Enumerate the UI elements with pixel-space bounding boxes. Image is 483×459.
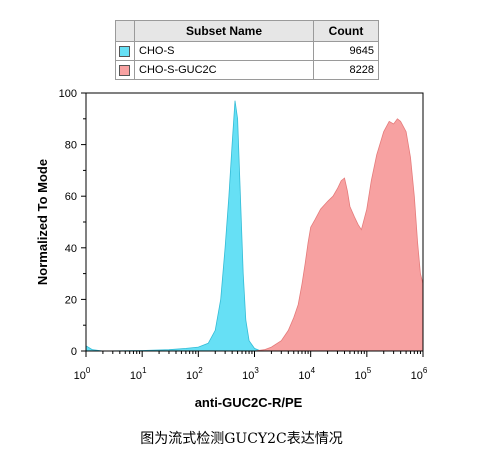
figure-caption: 图为流式检测GUCY2C表达情况: [140, 431, 343, 447]
x-tick-label: 104: [298, 366, 315, 382]
y-axis-label: Normalized To Mode: [35, 159, 50, 285]
legend-table: Subset Name Count CHO-S 9645 CHO-S-GUC2C…: [115, 20, 379, 80]
x-tick-label: 106: [411, 366, 428, 382]
x-axis-label: anti-GUC2C-R/PE: [195, 395, 303, 410]
axis-layer: 0 20 40 60 80 100 100 101 102 103 104 105 106: [59, 88, 428, 382]
y-tick-label: 60: [65, 191, 77, 203]
legend-swatch-cho-s: [119, 45, 130, 57]
y-tick-label: 40: [65, 243, 77, 255]
series-layer: [85, 100, 424, 352]
legend-row: CHO-S-GUC2C 8228: [115, 60, 379, 80]
y-tick-label: 80: [65, 140, 77, 152]
x-tick-label: 101: [130, 366, 147, 382]
series-area-cho-s: [85, 100, 262, 352]
legend-name: CHO-S-GUC2C: [134, 60, 314, 80]
x-tick-label: 102: [186, 366, 203, 382]
y-tick-label: 20: [65, 294, 77, 306]
series-area-cho-s-guc2c: [254, 118, 424, 352]
legend-swatch-cho-s-guc2c: [119, 64, 130, 76]
legend-count: 8228: [313, 60, 379, 80]
x-tick-label: 100: [74, 366, 91, 382]
y-tick-label: 100: [59, 88, 77, 100]
x-tick-label: 105: [354, 366, 371, 382]
legend-header-name: Subset Name: [134, 20, 314, 42]
x-tick-label: 103: [242, 366, 259, 382]
y-tick-label: 0: [71, 346, 77, 358]
